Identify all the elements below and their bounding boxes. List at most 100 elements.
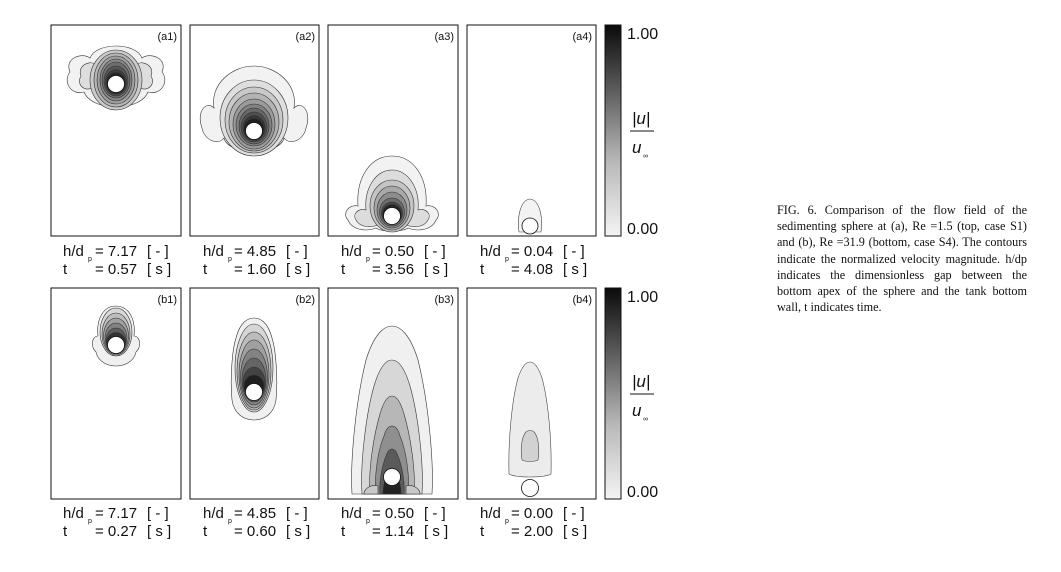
svg-text:= 0.60: = 0.60: [234, 523, 276, 540]
colorbar-b: 1.00 0.00 |u| u ∞: [604, 287, 658, 501]
info-a4: h/d p = 0.04 [ - ] t = 4.08 [ s ]: [480, 243, 587, 278]
info-a2: h/d p = 4.85 [ - ] t = 1.60 [ s ]: [203, 243, 310, 278]
panel-b3: (b3): [327, 287, 459, 500]
svg-text:[ - ]: [ - ]: [286, 505, 308, 522]
svg-text:t: t: [203, 523, 208, 540]
svg-text:h/d: h/d: [63, 243, 84, 260]
svg-text:= 0.50: = 0.50: [372, 505, 414, 522]
svg-text:h/d: h/d: [203, 505, 224, 522]
svg-text:h/d: h/d: [480, 243, 501, 260]
sphere: [383, 468, 401, 486]
panel-a2: (a2): [189, 24, 320, 237]
panel-label: (b2): [295, 294, 315, 306]
contour-field-b4: [508, 361, 552, 478]
svg-text:[ s ]: [ s ]: [286, 523, 310, 540]
panel-label: (b4): [572, 294, 592, 306]
svg-text:[ - ]: [ - ]: [286, 243, 308, 260]
svg-text:[ s ]: [ s ]: [563, 261, 587, 278]
svg-text:= 0.00: = 0.00: [511, 505, 553, 522]
svg-text:[ - ]: [ - ]: [563, 243, 585, 260]
contour-field-b3: [351, 325, 433, 495]
svg-text:= 0.57: = 0.57: [95, 261, 137, 278]
sphere: [521, 479, 539, 497]
panel-b4: (b4): [466, 287, 597, 500]
panel-label: (b3): [434, 294, 454, 306]
svg-text:[ - ]: [ - ]: [563, 505, 585, 522]
svg-text:t: t: [341, 523, 346, 540]
sphere: [107, 75, 125, 93]
contour-field-b2: [230, 317, 278, 421]
svg-text:p: p: [228, 518, 232, 525]
svg-text:[ - ]: [ - ]: [147, 505, 169, 522]
svg-text:t: t: [63, 261, 68, 278]
svg-text:p: p: [88, 518, 92, 525]
svg-text:[ s ]: [ s ]: [147, 261, 171, 278]
colorbar-max: 1.00: [627, 26, 658, 43]
svg-text:= 1.60: = 1.60: [234, 261, 276, 278]
svg-text:p: p: [88, 256, 92, 263]
svg-text:= 0.04: = 0.04: [511, 243, 553, 260]
svg-text:[ s ]: [ s ]: [147, 523, 171, 540]
panel-a3: (a3): [327, 24, 459, 237]
svg-text:= 7.17: = 7.17: [95, 505, 137, 522]
colorbar-denominator-sub: ∞: [643, 153, 648, 160]
svg-text:p: p: [228, 256, 232, 263]
info-a3: h/d p = 0.50 [ - ] t = 3.56 [ s ]: [341, 243, 448, 278]
sphere: [383, 207, 401, 225]
svg-text:= 3.56: = 3.56: [372, 261, 414, 278]
panel-b1: (b1): [50, 287, 182, 500]
svg-text:[ s ]: [ s ]: [424, 523, 448, 540]
svg-text:= 2.00: = 2.00: [511, 523, 553, 540]
info-b2: h/d p = 4.85 [ - ] t = 0.60 [ s ]: [203, 505, 310, 540]
panel-label: (b1): [157, 294, 177, 306]
svg-text:= 0.50: = 0.50: [372, 243, 414, 260]
info-b3: h/d p = 0.50 [ - ] t = 1.14 [ s ]: [341, 505, 448, 540]
svg-text:[ - ]: [ - ]: [424, 505, 446, 522]
svg-text:t: t: [480, 523, 485, 540]
colorbar-min: 0.00: [627, 221, 658, 238]
colorbar-max: 1.00: [627, 289, 658, 306]
colorbar-min: 0.00: [627, 484, 658, 501]
svg-text:= 7.17: = 7.17: [95, 243, 137, 260]
svg-text:h/d: h/d: [203, 243, 224, 260]
info-b1: h/d p = 7.17 [ - ] t = 0.27 [ s ]: [63, 505, 171, 540]
panel-label: (a4): [572, 31, 592, 43]
sphere: [245, 122, 263, 140]
svg-text:p: p: [505, 256, 509, 263]
sphere: [245, 383, 263, 401]
colorbar-denominator: u: [632, 138, 642, 157]
panel-label: (a1): [157, 31, 177, 43]
colorbar-denominator-sub: ∞: [643, 416, 648, 423]
svg-text:[ - ]: [ - ]: [424, 243, 446, 260]
svg-text:[ s ]: [ s ]: [424, 261, 448, 278]
contour-field-a2: [199, 65, 309, 157]
figure-caption: FIG. 6. Comparison of the flow field of …: [777, 202, 1027, 315]
svg-text:t: t: [203, 261, 208, 278]
info-b4: h/d p = 0.00 [ - ] t = 2.00 [ s ]: [480, 505, 587, 540]
svg-text:[ s ]: [ s ]: [563, 523, 587, 540]
svg-text:h/d: h/d: [341, 505, 362, 522]
panel-a4: (a4): [466, 24, 597, 237]
svg-text:= 4.85: = 4.85: [234, 243, 276, 260]
colorbar-numerator: |u|: [632, 109, 650, 128]
svg-text:[ - ]: [ - ]: [147, 243, 169, 260]
sphere: [521, 217, 539, 235]
colorbar-numerator: |u|: [632, 372, 650, 391]
panel-label: (a3): [434, 31, 454, 43]
panel-a1: (a1): [50, 24, 182, 237]
svg-text:h/d: h/d: [480, 505, 501, 522]
svg-text:= 0.27: = 0.27: [95, 523, 137, 540]
svg-text:t: t: [63, 523, 68, 540]
svg-text:p: p: [366, 518, 370, 525]
svg-text:= 4.85: = 4.85: [234, 505, 276, 522]
svg-text:= 4.08: = 4.08: [511, 261, 553, 278]
svg-text:p: p: [366, 256, 370, 263]
panel-label: (a2): [295, 31, 315, 43]
caption-text: Comparison of the flow field of the sedi…: [777, 203, 1028, 315]
caption-fig-number: FIG. 6.: [777, 203, 817, 217]
svg-text:t: t: [341, 261, 346, 278]
colorbar-denominator: u: [632, 401, 642, 420]
panel-b2: (b2): [189, 287, 320, 500]
sphere: [107, 336, 125, 354]
